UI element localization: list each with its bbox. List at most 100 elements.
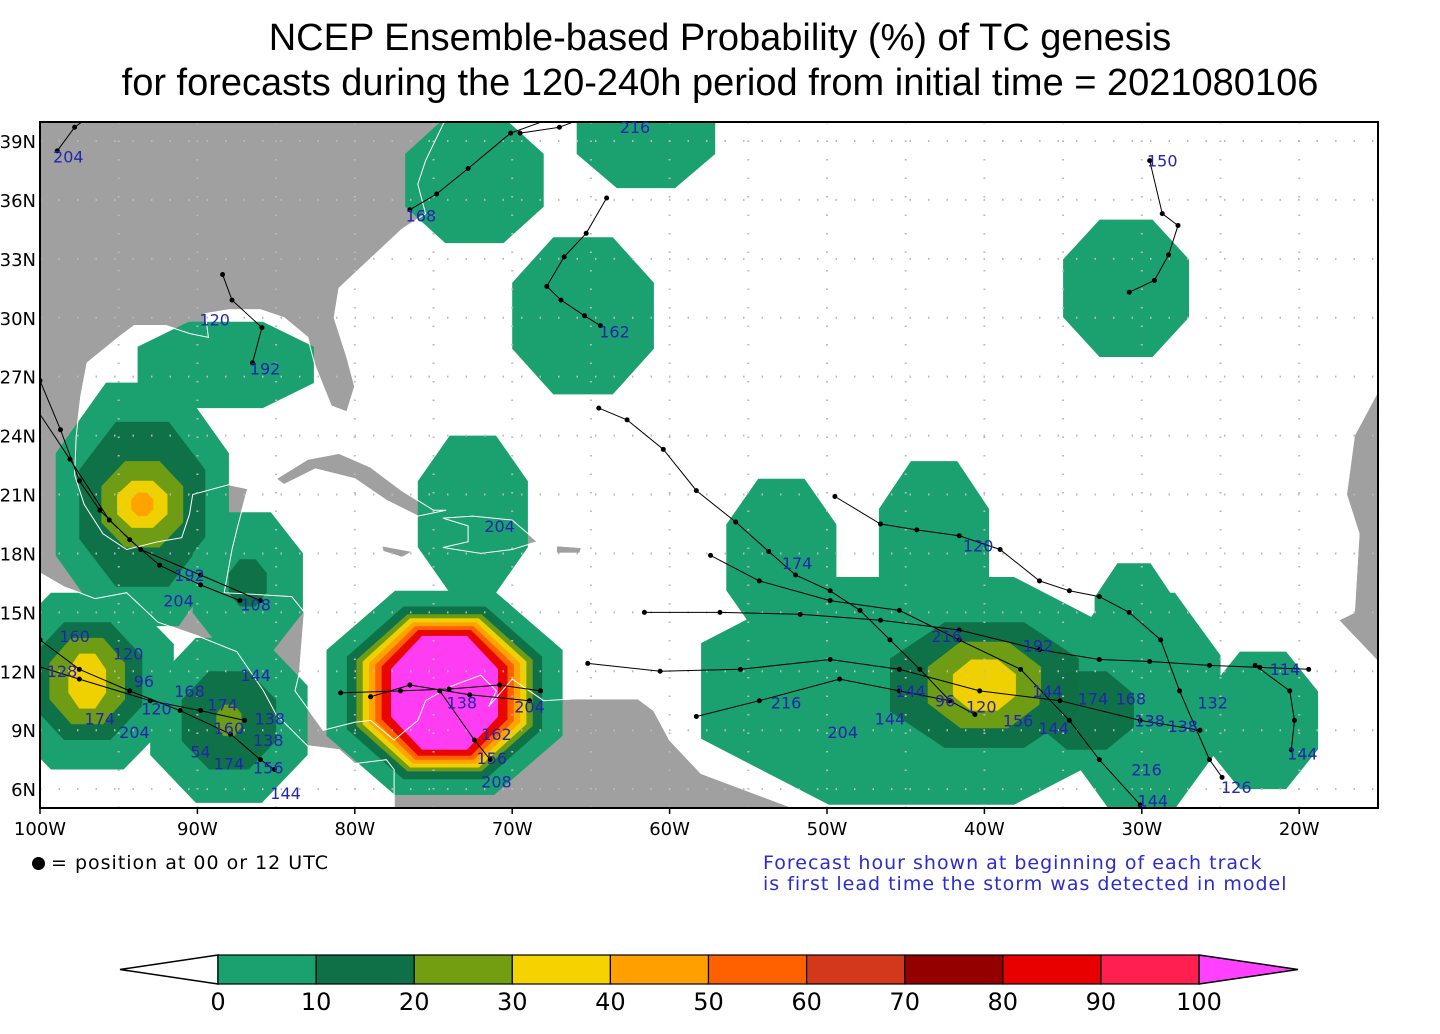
track-position-dot bbox=[229, 297, 235, 303]
track-position-dot bbox=[793, 572, 799, 578]
track-position-dot bbox=[556, 124, 562, 130]
y-tick-label: 6N bbox=[11, 780, 36, 801]
colorbar-label: 60 bbox=[791, 988, 822, 1016]
track-position-dot bbox=[1158, 637, 1164, 643]
forecast-hour-label: 174 bbox=[214, 754, 245, 773]
track-position-dot bbox=[127, 688, 133, 694]
track-position-dot bbox=[57, 427, 63, 433]
colorbar-segment bbox=[1100, 954, 1200, 985]
coastline-puerto-rico bbox=[555, 545, 583, 554]
track-position-dot bbox=[72, 124, 78, 130]
colorbar-over-arrow bbox=[1198, 954, 1299, 985]
x-tick-label: 40W bbox=[964, 819, 1005, 840]
track-position-dot bbox=[1288, 747, 1294, 753]
track-position-dot bbox=[76, 676, 82, 682]
forecast-hour-label: 144 bbox=[1287, 745, 1318, 764]
x-tick-label: 100W bbox=[14, 819, 66, 840]
track-position-dot bbox=[585, 660, 591, 666]
coastline-jamaica bbox=[380, 544, 415, 558]
track-position-dot bbox=[582, 313, 588, 319]
track-position-dot bbox=[597, 323, 603, 329]
y-tick-label: 36N bbox=[0, 191, 36, 212]
forecast-hour-label: 204 bbox=[163, 591, 194, 610]
forecast-hour-label: 138 bbox=[253, 731, 284, 750]
forecast-hour-label: 216 bbox=[771, 694, 802, 713]
colorbar-label: 40 bbox=[595, 988, 626, 1016]
probability-area bbox=[952, 659, 1016, 711]
forecast-hour-label: 144 bbox=[895, 682, 926, 701]
forecast-hour-label: 138 bbox=[1167, 717, 1198, 736]
track-position-dot bbox=[338, 690, 344, 696]
track-position-dot bbox=[508, 130, 514, 136]
track-position-dot bbox=[465, 165, 471, 171]
track-position-dot bbox=[1066, 717, 1072, 723]
track-position-dot bbox=[693, 488, 699, 494]
track-position-dot bbox=[198, 572, 204, 578]
y-tick-label: 15N bbox=[0, 603, 36, 624]
track-position-dot bbox=[997, 547, 1003, 553]
forecast-hour-label: 208 bbox=[481, 773, 512, 792]
track-position-dot bbox=[147, 698, 153, 704]
colorbar-segment bbox=[609, 954, 710, 985]
track-position-dot bbox=[434, 191, 440, 197]
probability-area bbox=[1039, 671, 1134, 750]
track-position-dot bbox=[641, 609, 647, 615]
forecast-hour-label: 216 bbox=[1131, 760, 1162, 779]
track-position-dot bbox=[88, 113, 93, 118]
probability-area bbox=[137, 321, 314, 409]
track-position-dot bbox=[1096, 656, 1102, 662]
y-tick-label: 24N bbox=[0, 427, 36, 448]
forecast-note-line-1: Forecast hour shown at beginning of each… bbox=[763, 852, 1263, 874]
colorbar-label: 80 bbox=[988, 988, 1019, 1016]
track-position-dot bbox=[1291, 717, 1297, 723]
forecast-hour-label: 156 bbox=[1003, 711, 1034, 730]
x-tick-label: 60W bbox=[649, 819, 690, 840]
forecast-hour-label: 108 bbox=[240, 595, 271, 614]
track-position-dot bbox=[947, 698, 953, 704]
colorbar-under-arrow bbox=[119, 954, 219, 985]
track-position-dot bbox=[446, 686, 452, 692]
track-position-dot bbox=[467, 692, 473, 698]
track-position-dot bbox=[917, 666, 923, 672]
chart-title-line-1: NCEP Ensemble-based Probability (%) of T… bbox=[268, 17, 1172, 59]
track-position-dot bbox=[717, 609, 723, 615]
probability-area bbox=[216, 704, 242, 737]
coastline-africa bbox=[1337, 390, 1378, 663]
track-position-dot bbox=[177, 708, 183, 714]
forecast-hour-label: 192 bbox=[250, 360, 281, 379]
track-position-dot bbox=[1306, 666, 1312, 672]
track-position-dot bbox=[598, 109, 603, 114]
track-position-dot bbox=[1018, 666, 1024, 672]
track-position-dot bbox=[1057, 698, 1063, 704]
track-position-dot bbox=[837, 676, 843, 682]
track-position-dot bbox=[737, 666, 743, 672]
track-position-dot bbox=[648, 111, 653, 116]
x-tick-label: 30W bbox=[1121, 819, 1162, 840]
track-position-dot bbox=[1096, 594, 1102, 600]
track-position-dot bbox=[1175, 222, 1181, 228]
track-position-dot bbox=[557, 113, 562, 118]
x-tick-label: 70W bbox=[492, 819, 533, 840]
probability-area bbox=[391, 635, 498, 750]
forecast-hour-label: 132 bbox=[1197, 693, 1228, 712]
forecast-hour-label: 96 bbox=[134, 672, 154, 691]
track-position-dot bbox=[1287, 688, 1293, 694]
track-position-dot bbox=[220, 272, 226, 278]
track-position-dot bbox=[259, 325, 265, 331]
track-position-dot bbox=[558, 297, 564, 303]
y-tick-label: 18N bbox=[0, 544, 36, 565]
track-position-dot bbox=[242, 717, 248, 723]
track-position-dot bbox=[660, 446, 666, 452]
storm-track bbox=[520, 122, 575, 134]
track-position-dot bbox=[471, 737, 477, 743]
track-position-dot bbox=[733, 519, 739, 525]
forecast-hour-label: 204 bbox=[53, 148, 84, 167]
track-position-dot bbox=[1257, 664, 1263, 670]
track-position-dot bbox=[1197, 727, 1203, 733]
forecast-hour-label: 150 bbox=[1147, 152, 1178, 171]
forecast-hour-label: 168 bbox=[406, 207, 437, 226]
track-position-dot bbox=[1126, 289, 1132, 295]
forecast-hour-label: 144 bbox=[270, 784, 301, 803]
track-position-dot bbox=[368, 694, 374, 700]
colorbar-segment bbox=[805, 954, 906, 985]
